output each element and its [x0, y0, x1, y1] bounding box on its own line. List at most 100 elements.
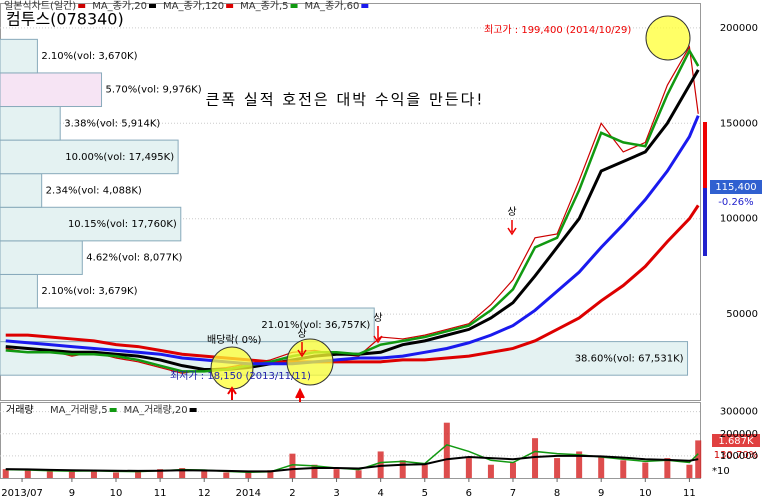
x-tick-label: 11	[683, 488, 696, 499]
legend-label: MA_종가,120	[163, 0, 224, 12]
annotation: 최저가 : 18,150 (2013/11/11)	[170, 370, 311, 382]
stock-title: 컴투스(078340)	[6, 10, 124, 29]
volume-bar	[465, 458, 472, 478]
profile-label: 10.15%(vol: 17,760K)	[68, 219, 177, 230]
highlight-circle	[645, 15, 691, 61]
volume-bar	[642, 462, 649, 478]
series-line	[5, 204, 700, 364]
volume-bar	[289, 453, 296, 478]
annotation: 상	[373, 312, 382, 324]
volume-bar	[509, 462, 516, 478]
volume-bar	[686, 464, 693, 478]
volume-bar	[576, 451, 583, 478]
volume-bar	[113, 472, 120, 478]
x-tick-label: 9	[69, 488, 75, 499]
profile-label: 2.10%(vol: 3,679K)	[41, 286, 137, 297]
volume-bar	[443, 422, 450, 478]
x-tick-label: 10	[639, 488, 652, 499]
volume-bar	[135, 471, 142, 478]
scale-note: *10	[712, 466, 730, 477]
x-tick-label: 2	[289, 488, 295, 499]
series-line	[5, 454, 699, 473]
last-change: -0.26%	[718, 197, 753, 208]
volume-bar	[267, 470, 274, 478]
change-bar	[703, 122, 707, 188]
volume-box	[712, 434, 760, 447]
volume-bar	[333, 469, 340, 478]
volume-bar	[223, 472, 230, 478]
volume-bar	[421, 464, 428, 478]
profile-label: 21.01%(vol: 36,757K)	[261, 320, 370, 331]
decorations	[210, 15, 707, 402]
change-bar	[703, 188, 707, 256]
x-tick-label: 10	[110, 488, 123, 499]
profile-label: 5.70%(vol: 9,976K)	[106, 85, 202, 96]
annotation: 배당락( 0%)	[207, 334, 262, 346]
price-box	[710, 180, 762, 194]
volume-bar	[598, 455, 605, 478]
x-tick-label: 5	[422, 488, 428, 499]
legend-swatch	[290, 4, 298, 8]
series-line	[5, 45, 699, 374]
legend-label: MA_거래량,20	[124, 404, 188, 416]
last-price: 115,400	[715, 182, 756, 193]
legend-swatch	[78, 4, 86, 8]
profile-bar	[0, 139, 179, 175]
legend-label: MA_거래량,5	[50, 404, 108, 416]
series-line	[5, 48, 700, 373]
volume-bar	[355, 470, 362, 478]
volume-bar	[377, 451, 384, 478]
volume-title: 거래량	[6, 404, 34, 416]
profile-bar	[0, 240, 83, 275]
plot-layer: 38.60%(vol: 67,531K) 21.01%(vol: 36,757K)…	[0, 27, 702, 478]
legend-label: MA_종가,20	[92, 0, 147, 12]
volume-bar	[554, 458, 561, 478]
profile-bar	[0, 173, 43, 208]
profile-bar	[0, 72, 103, 108]
headline: 큰폭 실적 호전은 대박 수익을 만든다!	[206, 91, 485, 109]
y-tick-label: 200000	[720, 429, 758, 440]
y-tick-label: 100000	[720, 451, 758, 462]
y-tick-label: 300000	[720, 407, 758, 418]
arrow	[295, 387, 305, 402]
legend-label: MA_종가,60	[305, 0, 360, 12]
series-line	[5, 115, 700, 366]
arrow	[227, 386, 237, 400]
arrow	[297, 342, 307, 358]
volume-bar	[311, 464, 318, 478]
profile-label: 2.10%(vol: 3,670K)	[41, 51, 137, 62]
legend-label: 일본식차트(일간)	[4, 0, 76, 12]
volume-bar	[201, 471, 208, 478]
profile-bar	[0, 38, 38, 74]
volume-bar	[399, 460, 406, 478]
x-tick-label: 6	[466, 488, 472, 499]
volume-bar	[487, 464, 494, 478]
legend-swatch	[361, 4, 369, 8]
x-tick-label: 8	[554, 488, 560, 499]
x-tick-label: 3	[333, 488, 339, 499]
x-tick-label: 9	[598, 488, 604, 499]
profile-label: 4.62%(vol: 8,077K)	[86, 253, 182, 264]
x-tick-label: 7	[510, 488, 516, 499]
volume-bar	[157, 469, 164, 478]
volume-bar	[46, 471, 53, 478]
legend-swatch	[109, 408, 117, 412]
volume-bar	[2, 469, 9, 478]
profile-label: 10.00%(vol: 17,495K)	[65, 152, 174, 163]
arrow	[373, 326, 383, 344]
x-tick-label: 4	[377, 488, 383, 499]
profile-bar	[0, 273, 38, 309]
legend-swatch	[226, 4, 234, 8]
annotation: 상	[297, 328, 306, 340]
x-tick-label: 11	[154, 488, 167, 499]
x-tick-label: 2013/07	[1, 488, 43, 499]
x-tick-label: 2014	[236, 488, 261, 499]
arrow	[507, 220, 517, 236]
profile-bar	[0, 206, 182, 242]
y-tick-label: 100000	[720, 214, 758, 225]
profile-bar	[0, 307, 375, 343]
legend-label: MA_종가,5	[240, 0, 288, 12]
volume-ratio: 130.70%	[714, 450, 759, 461]
volume-bar	[68, 471, 75, 478]
